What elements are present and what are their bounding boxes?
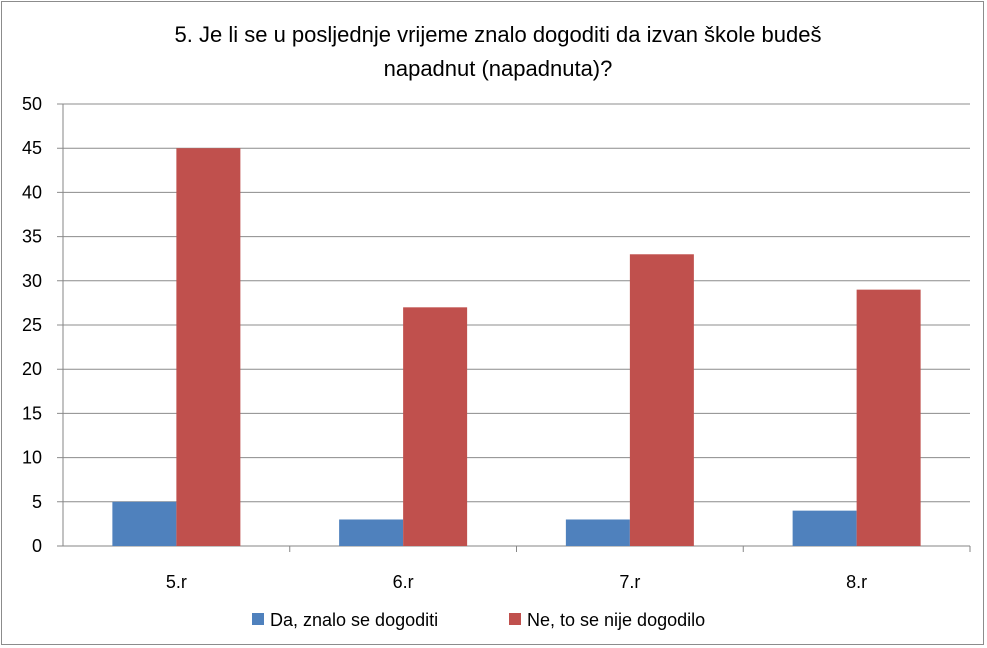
legend-label-1: Ne, to se nije dogodilo bbox=[527, 610, 705, 630]
y-tick-label: 15 bbox=[22, 403, 42, 423]
legend-swatch-1 bbox=[509, 613, 521, 625]
x-axis-ticks: 5.r 6.r 7.r 8.r bbox=[166, 572, 867, 592]
bar-5.r-series-0 bbox=[112, 501, 177, 546]
legend-swatch-0 bbox=[252, 613, 264, 625]
bar-8.r-series-0 bbox=[792, 510, 857, 546]
x-tick-label: 6.r bbox=[393, 572, 414, 592]
legend: Da, znalo se dogoditi Ne, to se nije dogo… bbox=[252, 610, 705, 630]
bar-8.r-series-1 bbox=[856, 289, 921, 546]
y-tick-label: 0 bbox=[32, 536, 42, 556]
bar-5.r-series-1 bbox=[176, 148, 241, 546]
bar-7.r-series-1 bbox=[629, 254, 694, 546]
y-tick-label: 20 bbox=[22, 359, 42, 379]
y-tick-label: 50 bbox=[22, 94, 42, 114]
x-tick-label: 8.r bbox=[846, 572, 867, 592]
x-tick-label: 7.r bbox=[619, 572, 640, 592]
y-tick-label: 45 bbox=[22, 138, 42, 158]
y-axis-ticks: 0 5 10 15 20 25 30 35 40 45 50 bbox=[22, 94, 42, 556]
y-tick-label: 25 bbox=[22, 315, 42, 335]
y-tick-label: 30 bbox=[22, 271, 42, 291]
bars bbox=[112, 148, 921, 546]
y-tick-label: 40 bbox=[22, 182, 42, 202]
y-tick-label: 5 bbox=[32, 492, 42, 512]
legend-label-0: Da, znalo se dogoditi bbox=[270, 610, 438, 630]
y-tick-label: 10 bbox=[22, 448, 42, 468]
y-tick-label: 35 bbox=[22, 227, 42, 247]
bar-6.r-series-0 bbox=[339, 519, 404, 546]
chart-title-line-2: napadnut (napadnuta)? bbox=[384, 56, 613, 81]
x-tick-label: 5.r bbox=[166, 572, 187, 592]
bar-7.r-series-0 bbox=[565, 519, 630, 546]
bar-6.r-series-1 bbox=[403, 307, 468, 546]
chart-title-line-1: 5. Je li se u posljednje vrijeme znalo d… bbox=[175, 22, 822, 47]
